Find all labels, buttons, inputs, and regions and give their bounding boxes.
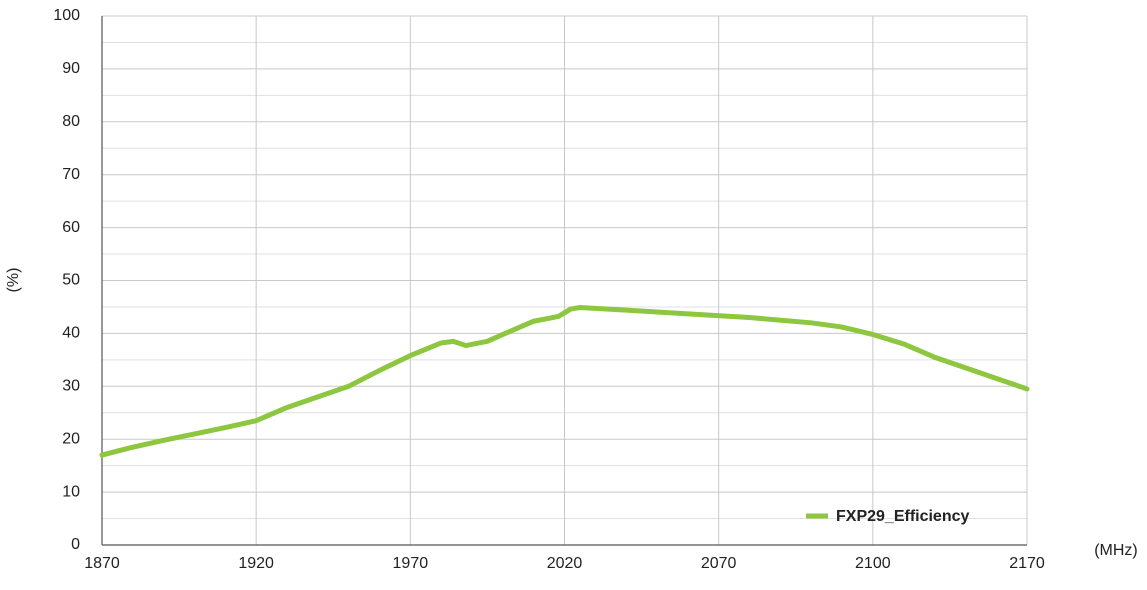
x-axis-label: (MHz) — [1094, 542, 1138, 559]
y-axis-label: (%) — [5, 268, 22, 293]
y-tick-label: 10 — [62, 483, 80, 500]
y-tick-label: 90 — [62, 60, 80, 77]
y-tick-label: 70 — [62, 166, 80, 183]
data-line — [99, 304, 1030, 458]
y-tick-label: 80 — [62, 113, 80, 130]
y-tick-label: 30 — [62, 378, 80, 395]
x-tick-label: 2070 — [701, 555, 737, 572]
y-tick-label: 50 — [62, 272, 80, 289]
y-tick-label: 60 — [62, 219, 80, 236]
x-tick-label: 2100 — [855, 555, 891, 572]
x-tick-label: 2170 — [1009, 555, 1045, 572]
x-tick-label: 2020 — [547, 555, 583, 572]
legend-label: FXP29_Efficiency — [836, 508, 970, 525]
y-tick-label: 100 — [53, 7, 80, 24]
y-tick-label: 40 — [62, 325, 80, 342]
x-tick-label: 1870 — [84, 555, 120, 572]
x-tick-label: 1970 — [393, 555, 429, 572]
y-tick-label: 0 — [71, 536, 80, 553]
y-tick-label: 20 — [62, 430, 80, 447]
x-tick-label: 1920 — [238, 555, 274, 572]
